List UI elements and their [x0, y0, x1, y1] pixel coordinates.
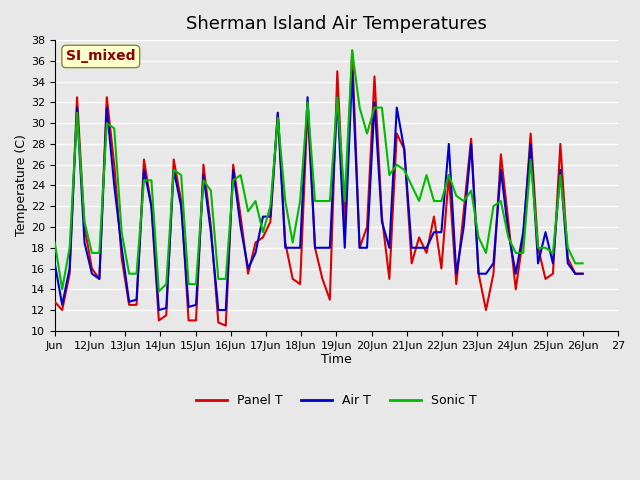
Text: SI_mixed: SI_mixed	[66, 49, 136, 63]
Y-axis label: Temperature (C): Temperature (C)	[15, 134, 28, 237]
X-axis label: Time: Time	[321, 353, 352, 366]
Legend: Panel T, Air T, Sonic T: Panel T, Air T, Sonic T	[191, 389, 482, 412]
Title: Sherman Island Air Temperatures: Sherman Island Air Temperatures	[186, 15, 487, 33]
